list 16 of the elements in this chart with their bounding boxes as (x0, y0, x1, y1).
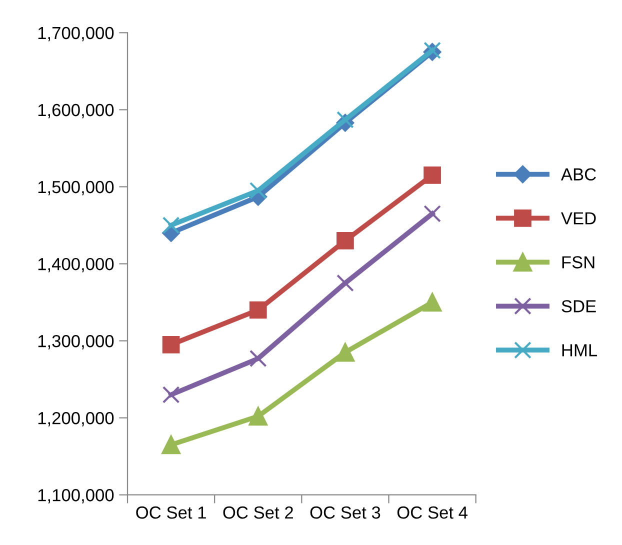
x-tick-label: OC Set 4 (397, 506, 468, 519)
y-tick-label: 1,200,000 (38, 412, 114, 426)
legend-label: ABC (560, 168, 596, 181)
x-tick-label: OC Set 3 (310, 506, 380, 519)
y-tick-label: 1,600,000 (38, 104, 114, 118)
y-tick-label: 1,300,000 (38, 334, 114, 350)
x-tick-label: OC Set 2 (223, 506, 293, 519)
legend-label: FSN (562, 256, 594, 268)
legend-label: SDE (562, 300, 596, 312)
legend-label: VED (560, 212, 596, 224)
y-tick-label: 1,700,000 (38, 26, 114, 42)
y-tick-label: 1,100,000 (38, 489, 114, 504)
legend-label: HML (562, 344, 597, 356)
y-tick-label: 1,400,000 (38, 258, 114, 272)
y-tick-label: 1,500,000 (38, 180, 114, 196)
x-tick-label: OC Set 1 (136, 506, 206, 519)
